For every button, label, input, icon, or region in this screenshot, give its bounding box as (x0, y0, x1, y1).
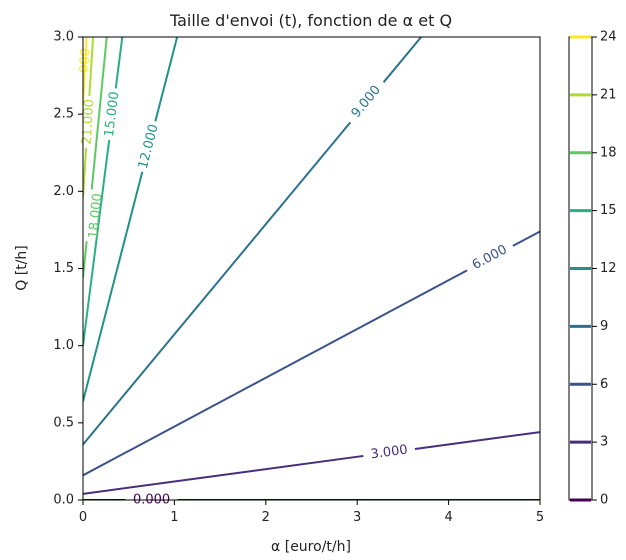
colorbar-tick-label: 15 (600, 203, 617, 218)
y-axis-ticks: 0.0 0.5 1.0 1.5 2.0 2.5 3.0 (53, 30, 83, 508)
contour-line-12-a (83, 171, 144, 402)
colorbar-tick-label: 3 (600, 435, 608, 450)
y-axis-label: Q [t/h] (14, 245, 30, 290)
contour-label-9: 9.000 (349, 83, 384, 121)
y-tick-label: 3.0 (53, 30, 74, 45)
colorbar-tick-label: 6 (600, 377, 608, 392)
contour-label-3: 3.000 (370, 443, 409, 463)
contour-line-6-b (512, 230, 540, 247)
chart-title: Taille d'envoi (t), fonction de α et Q (169, 11, 452, 30)
y-tick-label: 1.0 (53, 338, 74, 353)
contour-line-24-a (83, 37, 88, 105)
y-tick-label: 0.0 (53, 493, 74, 508)
x-tick-label: 4 (444, 510, 452, 525)
colorbar-tick-label: 9 (600, 319, 608, 334)
contour-line-12-b (154, 37, 179, 122)
colorbar-tick-label: 24 (600, 30, 617, 45)
colorbar-tick-label: 21 (600, 87, 617, 102)
contour-line-21-b (88, 37, 95, 96)
contour-line-9-a (83, 121, 352, 446)
contour-line-6-a (83, 269, 468, 477)
contour-label-6: 6.000 (470, 242, 510, 273)
colorbar-tick-label: 12 (600, 261, 617, 276)
x-tick-label: 5 (536, 510, 544, 525)
x-axis-label: α [euro/t/h] (271, 539, 351, 555)
x-axis-ticks: 0 1 2 3 4 5 (79, 500, 544, 525)
x-tick-label: 0 (79, 510, 87, 525)
x-tick-label: 1 (170, 510, 178, 525)
contour-line-15-a (83, 139, 111, 346)
contour-line-3-a (83, 454, 364, 495)
colorbar-tick-label: 18 (600, 145, 617, 160)
colorbar-tick-label: 0 (600, 493, 608, 508)
contour-lines (83, 37, 540, 500)
contour-line-18-a (83, 241, 88, 278)
contour-line-15-b (114, 37, 124, 89)
plot-area-frame (82, 36, 541, 501)
contour-labels: 0.0003.0006.0009.00012.00015.00018.00021… (76, 48, 510, 508)
y-tick-label: 1.5 (53, 261, 74, 276)
contour-line-3-b (414, 431, 540, 450)
contour-line-21-a (83, 147, 88, 198)
y-tick-label: 2.0 (53, 184, 74, 199)
contour-label-21: 21.000 (80, 99, 98, 145)
y-tick-label: 2.5 (53, 107, 74, 122)
contour-line-9-b (382, 37, 422, 83)
x-tick-label: 2 (262, 510, 270, 525)
contour-line-18-b (90, 37, 108, 190)
contour-label-12: 12.000 (136, 123, 162, 171)
x-tick-label: 3 (353, 510, 361, 525)
contour-label-15: 15.000 (102, 91, 123, 138)
contour-label-18: 18.000 (86, 193, 105, 240)
colorbar: 0 3 6 9 12 15 18 21 24 (568, 30, 617, 508)
y-tick-label: 0.5 (53, 415, 74, 430)
